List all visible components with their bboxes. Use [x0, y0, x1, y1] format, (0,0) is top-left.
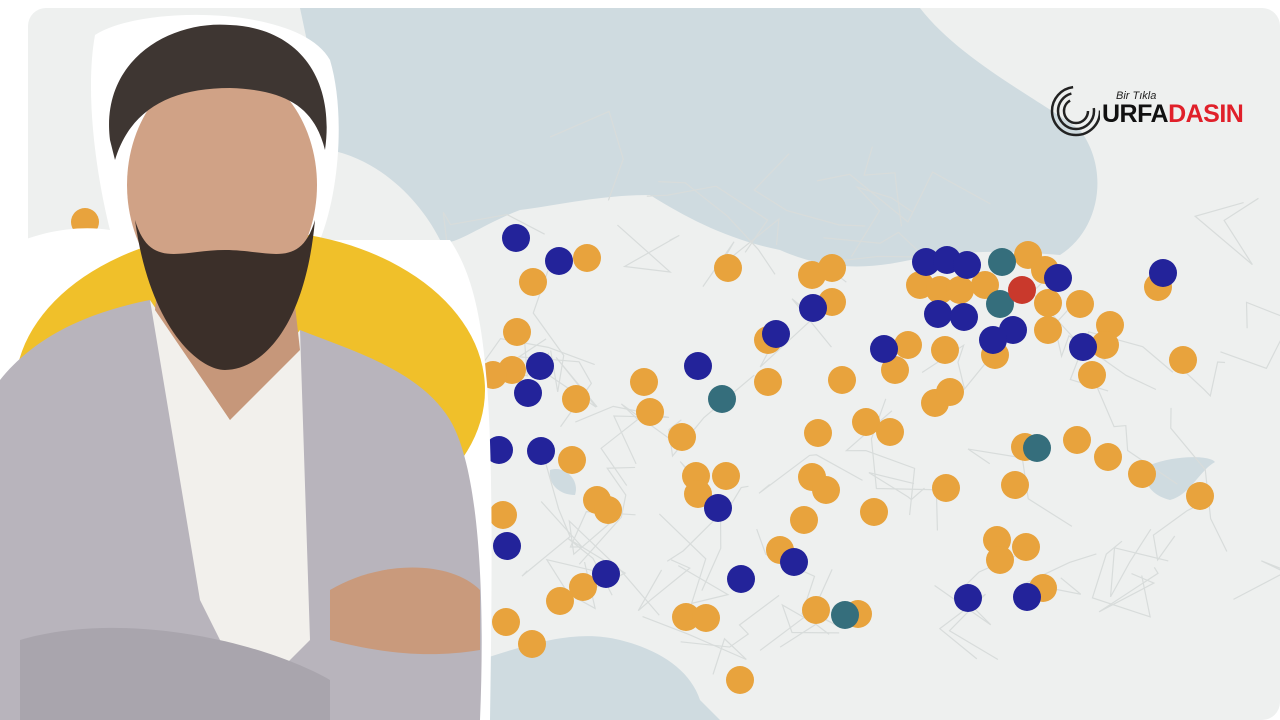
marker-orange	[1169, 346, 1197, 374]
marker-blue	[493, 532, 521, 560]
person-photo	[0, 14, 492, 720]
marker-orange	[931, 336, 959, 364]
marker-orange	[986, 546, 1014, 574]
marker-orange	[852, 408, 880, 436]
marker-orange	[519, 268, 547, 296]
marker-blue	[526, 352, 554, 380]
marker-teal	[986, 290, 1014, 318]
marker-orange	[503, 318, 531, 346]
marker-blue	[592, 560, 620, 588]
marker-orange	[802, 596, 830, 624]
marker-blue	[1149, 259, 1177, 287]
marker-orange	[1066, 290, 1094, 318]
marker-orange	[672, 603, 700, 631]
marker-orange	[714, 254, 742, 282]
marker-teal	[831, 601, 859, 629]
marker-blue	[514, 379, 542, 407]
marker-orange	[1094, 443, 1122, 471]
marker-teal	[708, 385, 736, 413]
marker-blue	[485, 436, 513, 464]
marker-blue	[979, 326, 1007, 354]
marker-orange	[684, 480, 712, 508]
logo-brand-part2: DASIN	[1168, 100, 1244, 128]
marker-orange	[926, 276, 954, 304]
logo-tagline: Bir Tıkla	[1116, 90, 1157, 102]
marker-blue	[950, 303, 978, 331]
marker-orange	[971, 271, 999, 299]
marker-orange	[489, 501, 517, 529]
marker-teal	[988, 248, 1016, 276]
hand	[330, 567, 480, 655]
marker-blue	[924, 300, 952, 328]
marker-blue	[1044, 264, 1072, 292]
marker-orange	[546, 587, 574, 615]
marker-orange	[1078, 361, 1106, 389]
marker-orange	[712, 462, 740, 490]
hair	[109, 24, 327, 161]
marker-orange	[754, 368, 782, 396]
marker-blue	[1069, 333, 1097, 361]
marker-orange	[594, 496, 622, 524]
marker-orange	[636, 398, 664, 426]
marker-orange	[818, 254, 846, 282]
marker-orange	[790, 506, 818, 534]
marker-blue	[684, 352, 712, 380]
marker-orange	[946, 276, 974, 304]
marker-orange	[492, 608, 520, 636]
marker-orange	[881, 356, 909, 384]
marker-blue	[870, 335, 898, 363]
lake-van	[1146, 457, 1215, 500]
marker-blue	[704, 494, 732, 522]
marker-orange	[630, 368, 658, 396]
marker-orange	[1128, 460, 1156, 488]
marker-orange	[1186, 482, 1214, 510]
marker-orange	[936, 378, 964, 406]
marker-red	[1008, 276, 1036, 304]
marker-blue	[1013, 583, 1041, 611]
logo-swirl-icon	[1050, 85, 1100, 137]
marker-blue	[545, 247, 573, 275]
shirt	[150, 300, 310, 700]
marker-orange	[1034, 289, 1062, 317]
marker-blue	[502, 224, 530, 252]
urfadasin-logo: Bir Tıkla URFADASIN	[1050, 82, 1280, 142]
marker-orange	[1001, 471, 1029, 499]
marker-blue	[727, 565, 755, 593]
arms	[20, 627, 330, 720]
marker-orange	[692, 604, 720, 632]
face	[127, 65, 317, 305]
marker-orange	[876, 418, 904, 446]
marker-orange	[828, 366, 856, 394]
marker-blue	[912, 248, 940, 276]
marker-orange	[1063, 426, 1091, 454]
marker-orange	[932, 474, 960, 502]
marker-orange	[1034, 316, 1062, 344]
marker-orange	[1012, 533, 1040, 561]
marker-orange	[812, 476, 840, 504]
marker-orange	[562, 385, 590, 413]
marker-orange	[1091, 331, 1119, 359]
marker-blue	[953, 251, 981, 279]
marker-blue	[954, 584, 982, 612]
marker-orange	[518, 630, 546, 658]
marker-orange	[894, 331, 922, 359]
marker-orange	[726, 666, 754, 694]
lake	[549, 469, 576, 495]
mediterranean-sea	[480, 636, 720, 720]
logo-brand-part1: URFA	[1102, 100, 1169, 128]
beard	[135, 220, 315, 370]
marker-orange	[860, 498, 888, 526]
marker-blue	[799, 294, 827, 322]
marker-orange	[668, 423, 696, 451]
marker-orange	[558, 446, 586, 474]
marker-blue	[780, 548, 808, 576]
marker-orange	[573, 244, 601, 272]
marker-blue	[527, 437, 555, 465]
marker-teal	[1023, 434, 1051, 462]
marker-blue	[762, 320, 790, 348]
marker-orange	[569, 573, 597, 601]
map-markers	[71, 208, 1214, 694]
marker-orange	[804, 419, 832, 447]
